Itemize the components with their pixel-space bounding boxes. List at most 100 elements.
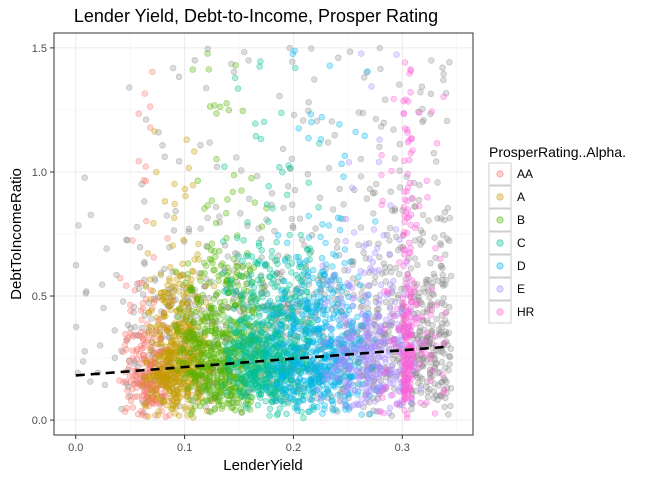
legend-title: ProsperRating..Alpha. (489, 144, 626, 160)
rating-d-point (286, 339, 293, 346)
rating-b-point (251, 199, 259, 206)
ungraded-point (438, 312, 445, 319)
rating-a-point (140, 374, 147, 381)
rating-a-point (189, 182, 197, 189)
ungraded-point (430, 270, 437, 278)
ungraded-point (175, 158, 183, 165)
rating-b-point (201, 205, 208, 212)
rating-b-point (175, 313, 182, 320)
ungraded-point (411, 237, 419, 244)
rating-d-point (312, 378, 319, 385)
rating-b-point (224, 196, 231, 203)
rating-c-point (235, 369, 242, 376)
ungraded-point (446, 214, 454, 222)
ungraded-point (233, 154, 240, 161)
rating-e-point (365, 356, 372, 364)
ungraded-point (316, 194, 324, 202)
ungraded-point (415, 108, 422, 116)
rating-d-point (352, 128, 359, 136)
rating-a-point (157, 271, 165, 278)
rating-a-point (144, 330, 151, 337)
rating-e-point (358, 50, 365, 57)
ungraded-point (420, 116, 427, 124)
rating-b-point (232, 407, 239, 414)
rating-b-point (230, 171, 238, 179)
ungraded-point (359, 109, 367, 117)
rating-hr-point (418, 313, 426, 321)
ungraded-point (420, 354, 428, 361)
rating-d-point (280, 277, 288, 285)
rating-c-point (244, 252, 252, 259)
rating-c-point (274, 283, 281, 290)
ungraded-point (440, 282, 447, 289)
rating-d-point (288, 369, 295, 376)
ungraded-point (268, 190, 276, 197)
rating-c-point (254, 402, 262, 409)
rating-aa-point (162, 413, 169, 420)
rating-e-point (321, 301, 329, 308)
rating-b-point (195, 323, 202, 330)
rating-d-point (267, 364, 274, 371)
rating-a-point (156, 329, 164, 336)
ungraded-point (357, 155, 364, 163)
rating-c-point (238, 292, 245, 299)
ungraded-point (81, 174, 88, 181)
rating-hr-point (401, 229, 408, 236)
rating-a-point (147, 375, 154, 382)
rating-e-point (342, 238, 349, 245)
rating-hr-point (407, 371, 414, 378)
rating-a-point (152, 324, 160, 331)
ungraded-point (238, 167, 245, 174)
ungraded-point (101, 381, 109, 389)
ungraded-point (141, 260, 148, 268)
rating-hr-point (402, 196, 409, 203)
ungraded-point (151, 275, 158, 282)
rating-e-point (360, 243, 367, 250)
rating-hr-point (433, 140, 441, 147)
rating-e-point (320, 369, 327, 376)
rating-hr-point (426, 306, 433, 313)
rating-c-point (219, 382, 226, 389)
rating-c-point (250, 291, 257, 299)
rating-e-point (358, 384, 366, 392)
rating-a-point (155, 408, 162, 415)
rating-b-point (173, 325, 180, 332)
rating-c-point (315, 204, 322, 211)
rating-b-point (187, 360, 195, 367)
ungraded-point (391, 207, 398, 214)
rating-e-point (376, 136, 383, 143)
rating-hr-point (408, 135, 416, 143)
rating-b-point (197, 371, 205, 378)
rating-a-point (160, 312, 168, 320)
rating-d-point (275, 300, 282, 307)
rating-e-point (370, 385, 377, 392)
rating-a-point (166, 277, 173, 285)
rating-b-point (174, 366, 181, 374)
rating-hr-point (403, 389, 410, 396)
rating-c-point (279, 169, 286, 176)
rating-a-point (170, 282, 177, 290)
rating-c-point (255, 351, 262, 359)
rating-b-point (204, 397, 211, 404)
rating-d-point (338, 160, 345, 168)
rating-b-point (215, 277, 222, 284)
rating-b-point (189, 343, 196, 350)
rating-d-point (331, 287, 338, 294)
rating-hr-point (423, 330, 430, 337)
ungraded-point (87, 378, 94, 385)
rating-hr-point (406, 285, 413, 292)
legend-item-hr: HR (488, 300, 535, 324)
ungraded-point (136, 244, 144, 251)
rating-d-point (300, 269, 308, 276)
rating-hr-point (401, 59, 409, 66)
rating-b-point (172, 268, 179, 275)
rating-b-point (212, 324, 219, 331)
rating-b-point (208, 197, 216, 204)
rating-c-point (237, 336, 245, 343)
rating-c-point (265, 183, 272, 190)
rating-aa-point (138, 407, 145, 415)
ungraded-point (331, 132, 338, 139)
ungraded-point (138, 324, 146, 332)
rating-b-point (217, 103, 224, 111)
rating-hr-point (439, 371, 446, 378)
